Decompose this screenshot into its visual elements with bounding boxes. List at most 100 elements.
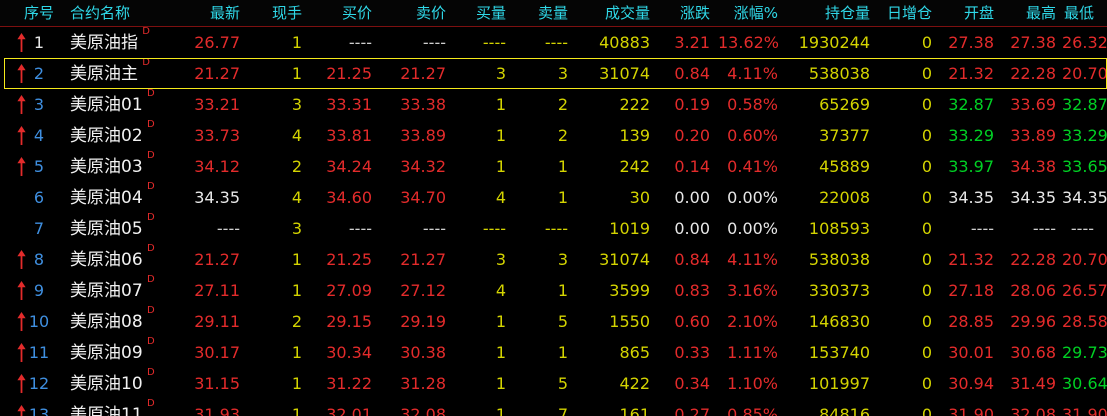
cell-ask_qty[interactable]: 3 xyxy=(557,64,568,83)
cell-oi_chg[interactable]: 0 xyxy=(921,64,932,83)
cell-oi[interactable]: 65269 xyxy=(819,95,870,114)
cell-oi[interactable]: 37377 xyxy=(819,126,870,145)
cell-volume[interactable]: 139 xyxy=(619,126,650,145)
cell-high[interactable]: 34.35 xyxy=(1010,188,1056,207)
cell-change[interactable]: 0.34 xyxy=(674,374,710,393)
cell-high[interactable]: 28.06 xyxy=(1010,281,1056,300)
cell-change[interactable]: 0.60 xyxy=(674,312,710,331)
cell-volume[interactable]: 3599 xyxy=(609,281,650,300)
cell-bid_qty[interactable]: 1 xyxy=(495,374,506,393)
cell-ask[interactable]: 34.70 xyxy=(400,188,446,207)
cell-volume[interactable]: 1019 xyxy=(609,219,650,238)
cell-vol_now[interactable]: 1 xyxy=(291,281,302,300)
cell-name[interactable]: 美原油07 D xyxy=(70,274,175,306)
cell-bid_qty[interactable]: 1 xyxy=(495,343,506,362)
cell-vol_now[interactable]: 1 xyxy=(291,250,302,269)
cell-ask[interactable]: 32.08 xyxy=(400,405,446,416)
cell-vol_now[interactable]: 1 xyxy=(291,405,302,416)
cell-last[interactable]: ---- xyxy=(216,219,240,238)
table-row[interactable]: 4 美原油02 D 33.73 4 33.81 33.89 1 2 139 0.20 0.60% 373… xyxy=(0,119,1107,151)
cell-change[interactable]: 0.19 xyxy=(674,95,710,114)
cell-low[interactable]: 33.65 xyxy=(1062,157,1107,176)
cell-oi[interactable]: 1930244 xyxy=(798,33,870,52)
cell-change_pct[interactable]: 2.10% xyxy=(727,312,778,331)
cell-volume[interactable]: 1550 xyxy=(609,312,650,331)
cell-seq[interactable]: 2 xyxy=(33,64,45,83)
table-row[interactable]: 8 美原油06 D 21.27 1 21.25 21.27 3 3 31074 0.84 4.11% 5… xyxy=(0,243,1107,275)
cell-volume[interactable]: 31074 xyxy=(599,250,650,269)
cell-last[interactable]: 33.73 xyxy=(194,126,240,145)
cell-high[interactable]: 33.89 xyxy=(1010,126,1056,145)
table-row[interactable]: 5 美原油03 D 34.12 2 34.24 34.32 1 1 242 0.14 0.41% 458… xyxy=(0,150,1107,182)
cell-bid[interactable]: 33.31 xyxy=(326,95,372,114)
cell-ask_qty[interactable]: 5 xyxy=(557,374,568,393)
cell-oi_chg[interactable]: 0 xyxy=(921,188,932,207)
cell-low[interactable]: 31.90 xyxy=(1062,405,1107,416)
cell-change_pct[interactable]: 1.11% xyxy=(727,343,778,362)
cell-volume[interactable]: 865 xyxy=(619,343,650,362)
cell-vol_now[interactable]: 4 xyxy=(291,126,302,145)
cell-open[interactable]: 33.97 xyxy=(948,157,994,176)
table-row[interactable]: 13 美原油11 D 31.93 1 32.01 32.08 1 7 161 0.27 0.85% 84… xyxy=(0,398,1107,416)
cell-oi[interactable]: 146830 xyxy=(808,312,870,331)
cell-oi[interactable]: 22008 xyxy=(819,188,870,207)
cell-ask[interactable]: 29.19 xyxy=(400,312,446,331)
cell-change[interactable]: 0.14 xyxy=(674,157,710,176)
column-header-last[interactable]: 最新 xyxy=(209,4,240,22)
cell-change[interactable]: 0.84 xyxy=(674,250,710,269)
table-row[interactable]: 3 美原油01 D 33.21 3 33.31 33.38 1 2 222 0.19 0.58% 652… xyxy=(0,88,1107,120)
column-header-oi_chg[interactable]: 日增仓 xyxy=(886,4,932,22)
cell-bid[interactable]: 21.25 xyxy=(326,64,372,83)
cell-change_pct[interactable]: 0.00% xyxy=(727,188,778,207)
cell-ask[interactable]: 33.38 xyxy=(400,95,446,114)
cell-name[interactable]: 美原油08 D xyxy=(70,305,175,337)
cell-change_pct[interactable]: 0.60% xyxy=(727,126,778,145)
cell-ask[interactable]: 30.38 xyxy=(400,343,446,362)
cell-low[interactable]: 33.29 xyxy=(1062,126,1107,145)
cell-oi[interactable]: 330373 xyxy=(808,281,870,300)
cell-open[interactable]: 30.01 xyxy=(948,343,994,362)
cell-low[interactable]: 20.70 xyxy=(1062,64,1107,83)
cell-high[interactable]: ---- xyxy=(1032,219,1056,238)
cell-bid[interactable]: 34.24 xyxy=(326,157,372,176)
cell-volume[interactable]: 422 xyxy=(619,374,650,393)
cell-seq[interactable]: 5 xyxy=(33,157,45,176)
cell-name[interactable]: 美原油10 D xyxy=(70,367,175,399)
cell-last[interactable]: 30.17 xyxy=(194,343,240,362)
cell-volume[interactable]: 242 xyxy=(619,157,650,176)
cell-seq[interactable]: 9 xyxy=(33,281,45,300)
cell-ask[interactable]: ---- xyxy=(422,33,446,52)
table-row[interactable]: 1 美原油指 D 26.77 1 ---- ---- ---- ---- 40883 3.21 13.… xyxy=(0,26,1107,58)
cell-change_pct[interactable]: 4.11% xyxy=(727,64,778,83)
cell-volume[interactable]: 30 xyxy=(629,188,650,207)
cell-ask[interactable]: 21.27 xyxy=(400,250,446,269)
cell-high[interactable]: 31.49 xyxy=(1010,374,1056,393)
cell-seq[interactable]: 13 xyxy=(28,405,50,416)
cell-oi_chg[interactable]: 0 xyxy=(921,312,932,331)
cell-name[interactable]: 美原油06 D xyxy=(70,243,175,275)
column-header-high[interactable]: 最高 xyxy=(1025,4,1056,22)
cell-last[interactable]: 26.77 xyxy=(194,33,240,52)
cell-seq[interactable]: 12 xyxy=(28,374,50,393)
column-header-bid[interactable]: 买价 xyxy=(341,4,372,22)
cell-ask_qty[interactable]: 1 xyxy=(557,157,568,176)
table-row[interactable]: 12 美原油10 D 31.15 1 31.22 31.28 1 5 422 0.34 1.10% 10… xyxy=(0,367,1107,399)
cell-change_pct[interactable]: 0.00% xyxy=(727,219,778,238)
cell-oi[interactable]: 101997 xyxy=(808,374,870,393)
cell-bid[interactable]: ---- xyxy=(348,219,372,238)
cell-oi_chg[interactable]: 0 xyxy=(921,374,932,393)
cell-ask_qty[interactable]: ---- xyxy=(544,33,568,52)
cell-vol_now[interactable]: 1 xyxy=(291,343,302,362)
cell-oi[interactable]: 538038 xyxy=(808,250,870,269)
cell-last[interactable]: 34.35 xyxy=(194,188,240,207)
cell-oi[interactable]: 84816 xyxy=(819,405,870,416)
cell-volume[interactable]: 40883 xyxy=(599,33,650,52)
cell-bid[interactable]: 30.34 xyxy=(326,343,372,362)
cell-open[interactable]: ---- xyxy=(970,219,994,238)
cell-change_pct[interactable]: 0.85% xyxy=(727,405,778,416)
cell-vol_now[interactable]: 1 xyxy=(291,64,302,83)
cell-low[interactable]: 26.57 xyxy=(1062,281,1107,300)
cell-open[interactable]: 28.85 xyxy=(948,312,994,331)
cell-seq[interactable]: 7 xyxy=(33,219,45,238)
cell-oi_chg[interactable]: 0 xyxy=(921,281,932,300)
